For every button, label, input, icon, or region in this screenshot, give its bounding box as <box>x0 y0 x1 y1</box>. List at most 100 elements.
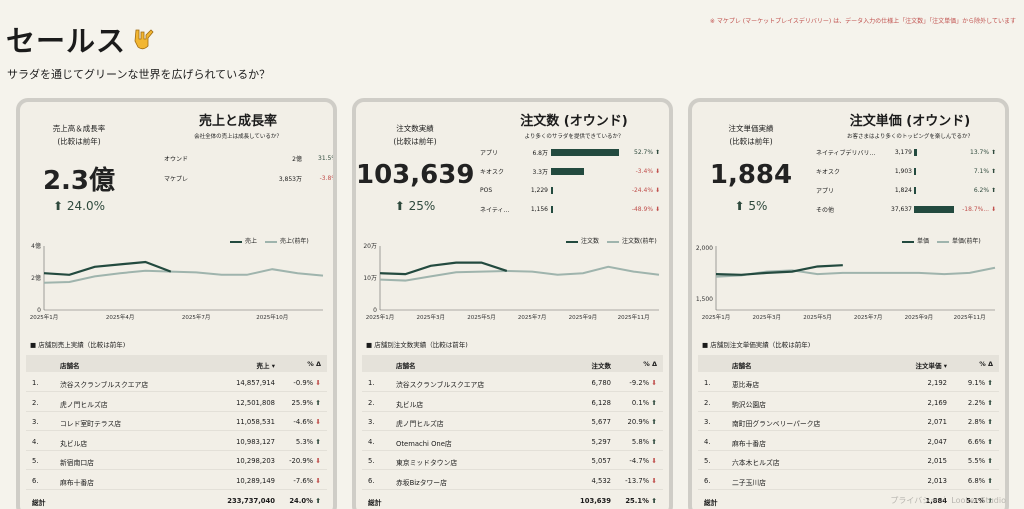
row-store: コレド室町テラス店 <box>60 420 122 428</box>
card-title: 注文単価 (オウンド) <box>849 114 971 129</box>
card-subtitle: 会社全体の売上は成長しているか？ <box>194 134 282 140</box>
breakdown-value: 1,156 <box>530 205 548 213</box>
table-row[interactable]: 5. 六本木ヒルズ店 2,015 5.5% ⬆ <box>698 451 999 470</box>
row-store: Otemachi One店 <box>396 439 452 448</box>
table-row[interactable]: 1. 渋谷スクランブルスクエア店 6,780 -9.2% ⬇ <box>362 373 663 392</box>
breakdown-value: 3,179 <box>894 148 912 156</box>
table-row[interactable]: 6. 麻布十番店 10,289,149 -7.6% ⬇ <box>26 471 327 490</box>
row-pct: -20.9% ⬇ <box>289 457 321 465</box>
breakdown-bar <box>914 148 918 156</box>
header-value[interactable]: 注文単価 ▾ <box>915 362 947 370</box>
y-tick-label: 2億 <box>31 274 41 282</box>
breakdown-bar <box>914 205 954 213</box>
header-pct[interactable]: % Δ <box>643 360 657 368</box>
table-total-row: 総計 1,884 5.1% ⬆ <box>698 491 999 509</box>
table-header: 店舗名 売上 ▾ % Δ <box>26 355 327 372</box>
breakdown-row: ネイティ... 1,156 -48.9% ⬇ <box>480 203 660 215</box>
row-value: 5,057 <box>591 457 611 465</box>
row-store: 南町田グランベリーパーク店 <box>732 420 821 428</box>
total-value: 1,884 <box>925 497 948 505</box>
row-store: 二子玉川店 <box>732 478 766 487</box>
breakdown-row: POS 1,229 -24.4% ⬇ <box>480 184 660 196</box>
breakdown-value: 1,229 <box>530 186 548 194</box>
rock-hand-icon <box>134 29 154 50</box>
table-header: 店舗名 注文数 % Δ <box>362 355 663 372</box>
header-value[interactable]: 売上 ▾ <box>256 362 275 370</box>
row-pct: 20.9% ⬆ <box>627 418 657 426</box>
table-row[interactable]: 4. 丸ビル店 10,983,127 5.3% ⬆ <box>26 432 327 451</box>
breakdown-value: 1,824 <box>894 186 912 194</box>
row-store: 六本木ヒルズ店 <box>732 459 780 467</box>
line-chart: 0 10万 20万 2025年1月 2025年3月 2025年5月 2025年7月 2025年… <box>363 243 660 321</box>
table-row[interactable]: 6. 二子玉川店 2,013 6.8% ⬆ <box>698 471 999 490</box>
header-store[interactable]: 店舗名 <box>60 362 80 370</box>
kpi-label: 売上高＆成長率 (比較は前年) <box>52 124 106 146</box>
breakdown-label: アプリ <box>816 187 835 195</box>
y-tick-label: 10万 <box>363 275 377 282</box>
table-row[interactable]: 1. 恵比寿店 2,192 9.1% ⬆ <box>698 373 999 392</box>
x-tick-label: 2025年5月 <box>803 313 832 321</box>
table-row[interactable]: 4. 麻布十番店 2,047 6.6% ⬆ <box>698 432 999 451</box>
table-row[interactable]: 5. 新宿南口店 10,298,203 -20.9% ⬇ <box>26 451 327 470</box>
page-subtitle: サラダを通じてグリーンな世界を広げられているか？ <box>7 68 271 81</box>
breakdown-label: キオスク <box>816 168 841 176</box>
kpi-change: ⬆ 25% <box>394 199 436 213</box>
x-tick-label: 2025年3月 <box>752 313 781 321</box>
total-pct: 5.1% ⬆ <box>966 497 993 505</box>
table-row[interactable]: 2. 丸ビル店 6,128 0.1% ⬆ <box>362 393 663 412</box>
breakdown-label: キオスク <box>480 168 505 176</box>
total-label: 総計 <box>704 499 718 507</box>
table-row[interactable]: 3. 南町田グランベリーパーク店 2,071 2.8% ⬆ <box>698 412 999 431</box>
breakdown-pct: -3.8% ⬇ <box>319 174 337 182</box>
row-value: 2,169 <box>927 398 947 407</box>
chart-legend: 売上 売上(前年) <box>230 236 309 245</box>
card-subtitle: お客さまはより多くのトッピングを楽しんでるか？ <box>846 134 974 140</box>
table-row[interactable]: 6. 赤坂Bizタワー店 4,532 -13.7% ⬇ <box>362 471 663 490</box>
breakdown-bar <box>914 186 916 194</box>
header-value[interactable]: 注文数 <box>591 362 612 370</box>
table-row[interactable]: 2. 虎ノ門ヒルズ店 12,501,808 25.9% ⬆ <box>26 393 327 412</box>
table-row[interactable]: 5. 東京ミッドタウン店 5,057 -4.7% ⬇ <box>362 451 663 470</box>
series-previous <box>715 266 996 278</box>
row-value: 6,128 <box>591 398 611 407</box>
kpi-label: 注文数実績 (比較は前年) <box>393 124 437 146</box>
header-pct[interactable]: % Δ <box>307 360 321 368</box>
table-row[interactable]: 3. 虎ノ門ヒルズ店 5,677 20.9% ⬆ <box>362 412 663 431</box>
table-row[interactable]: 2. 駒沢公園店 2,169 2.2% ⬆ <box>698 393 999 412</box>
header-pct[interactable]: % Δ <box>979 360 993 368</box>
breakdown-value: 37,637 <box>891 205 912 213</box>
header-store[interactable]: 店舗名 <box>732 362 752 370</box>
row-value: 2,192 <box>927 379 947 387</box>
y-tick-label: 4億 <box>31 242 41 250</box>
breakdown-row: ネイティブデリバリ... 3,179 13.7% ⬆ <box>816 146 996 158</box>
row-pct: 25.9% ⬆ <box>291 398 321 407</box>
table-row[interactable]: 4. Otemachi One店 5,297 5.8% ⬆ <box>362 432 663 451</box>
row-rank: 4. <box>368 437 375 446</box>
line-chart: 1,500 2,000 2025年1月 2025年3月 2025年5月 2025年7月 20… <box>696 245 996 321</box>
row-value: 4,532 <box>591 476 611 485</box>
row-rank: 2. <box>368 398 375 407</box>
row-store: 麻布十番店 <box>732 439 766 448</box>
row-rank: 3. <box>704 418 711 426</box>
x-tick-label: 2025年1月 <box>366 313 395 321</box>
breakdown-pct: 6.2% ⬆ <box>973 186 996 194</box>
kpi-change: ⬆ 5% <box>734 199 768 213</box>
legend-previous: 単価(前年) <box>937 236 981 245</box>
series-current <box>43 260 172 276</box>
data-note: ※ マケプレ (マーケットプレイスデリバリー) は、データ入力の仕様上「注文数」… <box>709 18 1016 25</box>
x-tick-label: 2025年7月 <box>518 313 547 321</box>
row-value: 2,015 <box>927 457 947 465</box>
line-chart: 0 2億 4億 2025年1月 2025年4月 2025年7月 2025年10月 <box>30 242 324 321</box>
table-row[interactable]: 1. 渋谷スクランブルスクエア店 14,857,914 -0.9% ⬇ <box>26 373 327 392</box>
header-store[interactable]: 店舗名 <box>396 362 416 370</box>
table-row[interactable]: 3. コレド室町テラス店 11,058,531 -4.6% ⬇ <box>26 412 327 431</box>
footer[interactable]: プライバシー ｜ Looker Studio <box>890 496 1006 505</box>
row-value: 10,983,127 <box>236 437 275 446</box>
row-pct: 5.5% ⬆ <box>967 457 993 465</box>
row-store: 丸ビル店 <box>396 400 424 409</box>
series-current <box>715 264 843 276</box>
row-store: 渋谷スクランブルスクエア店 <box>396 381 485 389</box>
kpi-change: ⬆ 24.0% <box>53 199 105 213</box>
row-rank: 2. <box>704 398 711 407</box>
breakdown-row: キオスク 1,903 7.1% ⬆ <box>816 165 996 177</box>
